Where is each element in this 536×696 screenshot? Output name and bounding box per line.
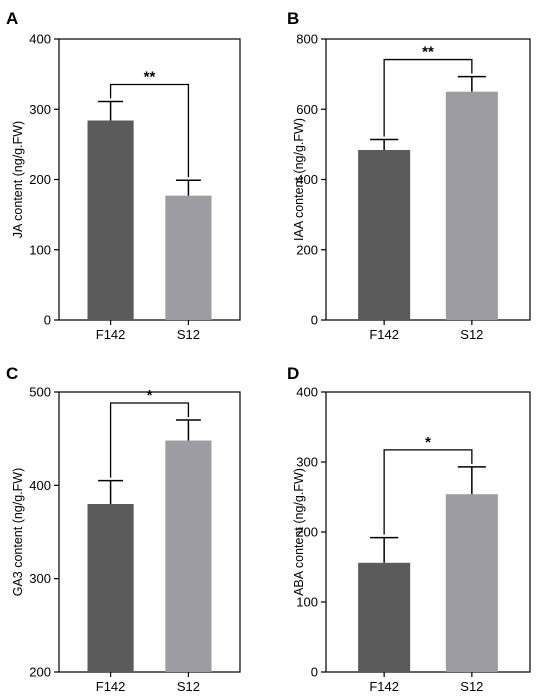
- y-tick-label: 200: [296, 242, 318, 257]
- bar-s12: [445, 494, 498, 672]
- x-tick-label: F142: [96, 679, 126, 694]
- y-tick-label: 400: [29, 478, 51, 493]
- bar-s12: [165, 440, 212, 672]
- y-tick-label: 400: [296, 172, 318, 187]
- bar-f142: [358, 562, 411, 672]
- y-tick-label: 0: [311, 665, 318, 680]
- x-tick-label: S12: [177, 679, 200, 694]
- chart-panel-c: C 200 300 400 500 GA3 content (ng/g.FW) F142 S1…: [6, 364, 241, 694]
- bar-f142: [358, 149, 411, 320]
- significance-marker: **: [422, 44, 434, 61]
- significance-bracket: [383, 449, 473, 535]
- x-tick-label: F142: [96, 327, 126, 342]
- panel-label: A: [6, 9, 18, 28]
- axis-frame: [325, 38, 531, 321]
- y-tick-label: 0: [44, 313, 51, 328]
- bar-f142: [87, 504, 134, 672]
- y-axis-label: IAA content (ng/g.FW): [292, 118, 306, 241]
- y-tick-label: 200: [29, 665, 51, 680]
- y-tick-label: 300: [29, 571, 51, 586]
- y-tick-label: 300: [29, 102, 51, 117]
- bar-s12: [445, 91, 498, 320]
- significance-bracket: [109, 83, 190, 178]
- x-tick-label: S12: [177, 327, 200, 342]
- y-axis-label: JA content (ng/g.FW): [11, 121, 25, 238]
- y-tick-label: 100: [296, 595, 318, 610]
- significance-bracket: [383, 58, 473, 137]
- x-tick-label: S12: [460, 327, 483, 342]
- y-tick-label: 800: [296, 32, 318, 47]
- y-tick-label: 200: [29, 172, 51, 187]
- y-tick-label: 300: [296, 455, 318, 470]
- y-tick-label: 600: [296, 102, 318, 117]
- significance-marker: *: [147, 387, 153, 404]
- y-tick-label: 0: [311, 313, 318, 328]
- bar-f142: [87, 120, 134, 321]
- x-tick-label: S12: [460, 679, 483, 694]
- significance-bracket: [109, 402, 190, 478]
- panel-label: C: [6, 364, 18, 383]
- y-axis-label: GA3 content (ng/g.FW): [11, 468, 25, 597]
- y-tick-label: 100: [29, 242, 51, 257]
- bar-s12: [165, 195, 212, 320]
- y-axis-label: ABA content (ng/g.FW): [292, 468, 306, 596]
- panel-label: D: [287, 364, 299, 383]
- y-tick-label: 400: [29, 32, 51, 47]
- significance-marker: **: [144, 69, 156, 86]
- significance-marker: *: [425, 434, 431, 451]
- x-tick-label: F142: [369, 327, 399, 342]
- y-tick-label: 200: [296, 525, 318, 540]
- y-tick-label: 500: [29, 385, 51, 400]
- panel-label: B: [287, 9, 299, 28]
- chart-panel-b: B 0 200 400 600 800 IAA content (ng/g.FW) F142 S…: [287, 9, 531, 342]
- y-tick-label: 400: [296, 385, 318, 400]
- x-tick-label: F142: [369, 679, 399, 694]
- chart-panel-d: D 0 100 200 300 400 ABA content (ng/g.FW) F142 S…: [287, 364, 531, 694]
- axis-frame: [58, 391, 241, 673]
- chart-panel-a: A 0 100 200 300 400 JA content (ng/g.FW) F142 S1…: [6, 9, 241, 342]
